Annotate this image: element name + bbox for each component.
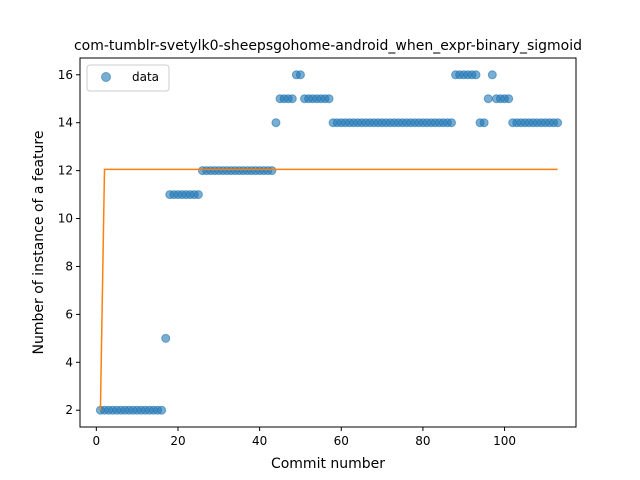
fit-line [99,168,558,411]
data-point [161,333,171,343]
data-point [471,70,481,80]
axis-ticks: 0 20 40 60 80 100 2 4 6 8 10 12 14 16 [58,68,516,448]
data-point [553,118,563,128]
data-point [193,190,203,200]
y-tick-label: 16 [58,68,73,82]
data-point [267,166,277,176]
x-axis-label: Commit number [271,456,385,472]
x-tick-label: 40 [252,434,267,448]
y-tick-label: 6 [65,307,73,321]
x-tick-label: 0 [93,434,101,448]
axes-frame [79,57,577,428]
data-point [479,118,489,128]
data-point [487,70,497,80]
legend: data [86,64,170,92]
data-point [483,94,493,104]
legend-box [86,64,170,92]
data-point [504,94,514,104]
x-tick-label: 60 [334,434,349,448]
y-axis-label: Number of instance of a feature [31,131,47,355]
data-point [446,118,456,128]
data-point [287,94,297,104]
x-tick-label: 80 [415,434,430,448]
y-tick-label: 14 [58,116,73,130]
y-tick-label: 4 [65,355,73,369]
y-tick-label: 8 [65,259,73,273]
data-point [295,70,305,80]
y-tick-label: 2 [65,403,73,417]
y-tick-label: 12 [58,164,73,178]
legend-label-data: data [132,70,159,84]
data-point [157,405,167,415]
x-tick-label: 100 [493,434,516,448]
y-tick-label: 10 [58,212,73,226]
plot-area [95,70,563,415]
data-point [324,94,334,104]
legend-marker-data [101,72,111,82]
chart-title: com-tumblr-svetylk0-sheepsgohome-android… [74,38,582,54]
x-tick-label: 20 [170,434,185,448]
data-point [271,118,281,128]
